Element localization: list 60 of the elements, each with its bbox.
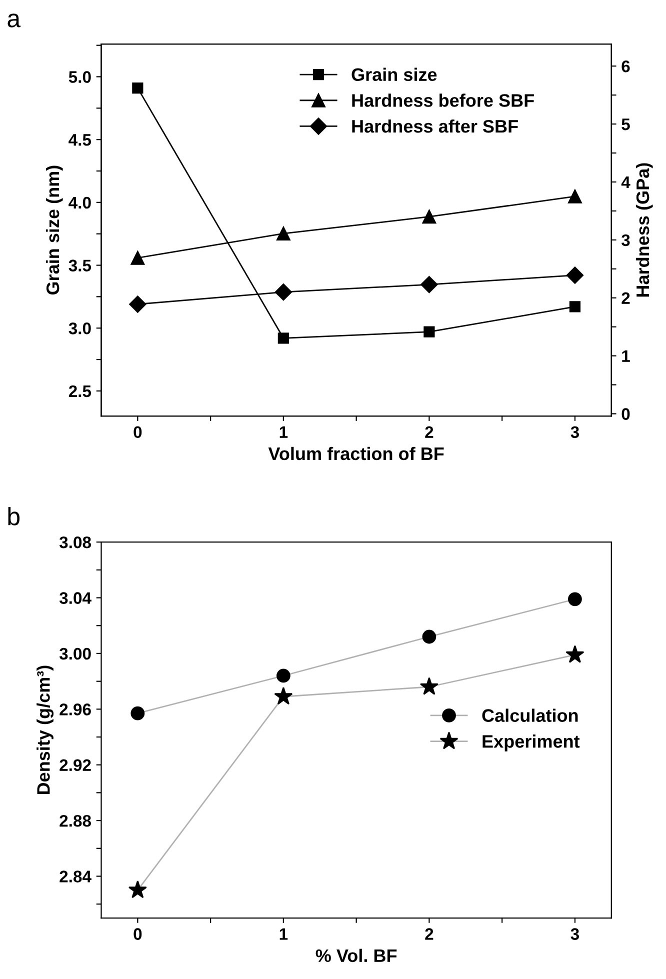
y-tick-label: 3.0 (68, 322, 91, 334)
y-tick-label: 2.5 (68, 385, 92, 398)
point (420, 276, 438, 294)
point (420, 677, 438, 695)
y2-tick-label: 4 (621, 176, 630, 188)
y-tick-label: 3.5 (68, 260, 92, 272)
y2-tick-label: 3 (621, 234, 630, 246)
y-tick-label: 5.0 (68, 71, 91, 83)
y-tick-label: 2.96 (60, 704, 91, 716)
x-tick-label: 1 (280, 928, 288, 940)
y-tick-label: 4.5 (68, 134, 92, 146)
point (566, 266, 584, 284)
y-tick-label: 3.00 (59, 648, 91, 660)
point (568, 190, 582, 204)
y-tick-label: 2.88 (60, 814, 91, 827)
point (568, 592, 582, 606)
point (566, 645, 584, 663)
legend-label: Hardness after SBF (352, 119, 518, 133)
point (274, 686, 293, 705)
point (128, 880, 147, 898)
y2-axis-title: Hardness (GPa) (636, 163, 653, 297)
x-tick-label: 2 (425, 426, 434, 438)
chart-title: a (8, 14, 21, 28)
point (422, 210, 436, 224)
point (129, 296, 146, 313)
x-tick-label: 0 (134, 928, 142, 940)
y-tick-label: 4.0 (68, 196, 91, 209)
y-tick-label: 2.84 (60, 870, 92, 882)
point (276, 226, 290, 240)
point (130, 250, 145, 265)
x-tick-label: 1 (280, 426, 288, 438)
chart-title: b (8, 507, 20, 526)
y-axis-title: Grain size (nm) (46, 166, 63, 295)
point (278, 332, 289, 344)
y2-tick-label: 1 (622, 350, 630, 362)
legend-label: Calculation (482, 708, 578, 722)
point (424, 326, 435, 338)
x-tick-label: 2 (425, 928, 434, 940)
legend-label: Grain size (352, 68, 437, 82)
x-tick-label: 3 (570, 928, 579, 940)
x-tick-label: 0 (134, 426, 142, 438)
y2-tick-label: 0 (622, 408, 630, 420)
point (569, 301, 581, 312)
point (274, 284, 292, 301)
x-tick-label: 3 (570, 426, 579, 438)
y-tick-label: 2.92 (60, 759, 91, 772)
point (132, 82, 144, 94)
x-axis-title: Volum fraction of BF (268, 446, 444, 460)
y2-tick-label: 2 (622, 292, 630, 304)
y-tick-label: 3.08 (59, 536, 91, 548)
legend-label: Experiment (482, 734, 580, 752)
x-axis-title: % Vol. BF (316, 948, 397, 962)
y-tick-label: 3.04 (59, 592, 92, 604)
y-axis-title: Density (g/cm³) (36, 666, 54, 794)
point (276, 668, 290, 683)
legend-label: Hardness before SBF (352, 94, 534, 107)
y2-tick-label: 5 (622, 118, 630, 130)
point (422, 630, 436, 644)
point (130, 706, 145, 720)
y2-tick-label: 6 (622, 60, 630, 72)
